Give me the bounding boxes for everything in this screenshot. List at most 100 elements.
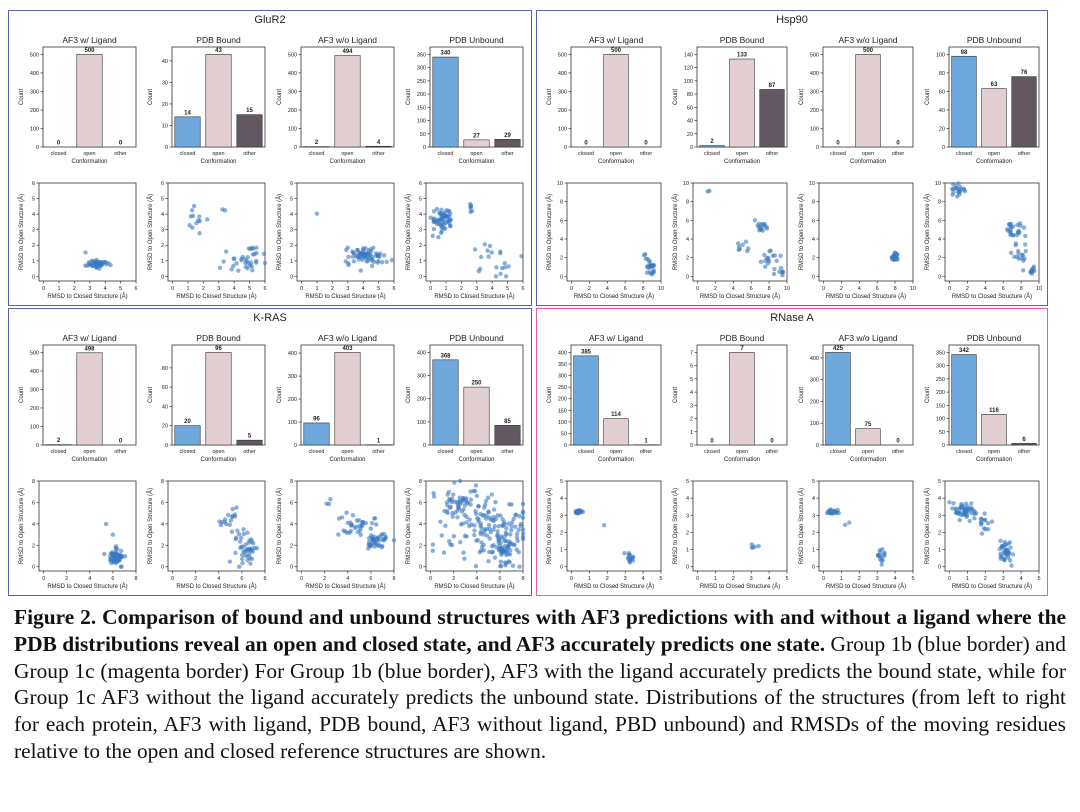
- scatter-point: [982, 511, 987, 516]
- scatter-point: [190, 225, 195, 230]
- scatter-plot: 0 1 2 3 4 5 6 0 1 2 3 4 5 6 RMSD to Closed Structure (…: [405, 181, 525, 300]
- scatter-point: [578, 508, 584, 514]
- y-tick-label: 0: [161, 274, 164, 280]
- scatter-point: [381, 253, 387, 258]
- y-tick-label: 100: [684, 79, 693, 85]
- scatter-point: [875, 553, 881, 558]
- scatter-point: [240, 544, 246, 549]
- bar-value-label: 500: [863, 48, 874, 54]
- x-tick-label: 10: [910, 286, 916, 292]
- scatter-point: [478, 511, 483, 517]
- scatter-point: [492, 523, 497, 529]
- plot-frame: [296, 480, 395, 572]
- scatter-point: [378, 533, 383, 539]
- scatter-point: [516, 527, 521, 533]
- bar-value-label: 114: [611, 412, 621, 418]
- scatter-plot: 0 2 4 6 8 10 0 2 4 6 8 10 RMSD to Closed Structure (…: [924, 181, 1042, 300]
- scatter-point: [486, 254, 491, 259]
- x-tick-label: 4: [984, 286, 987, 292]
- scatter-point: [344, 247, 349, 253]
- y-tick-label: 4: [32, 212, 35, 218]
- scatter-point: [237, 564, 242, 569]
- scatter-point: [982, 517, 987, 523]
- scatter-point: [760, 228, 766, 233]
- scatter-point: [344, 530, 350, 535]
- scatter-point: [1008, 250, 1014, 255]
- bar-title: PDB Bound: [720, 333, 765, 343]
- bar-value-label: 87: [769, 83, 776, 89]
- scatter-point: [248, 547, 253, 552]
- scatter-point: [504, 525, 509, 531]
- scatter-point: [778, 265, 784, 271]
- x-tick-label: 2: [323, 576, 326, 582]
- y-tick-label: 2: [686, 256, 689, 262]
- y-tick-label: 6: [32, 181, 35, 187]
- y-tick-label: 0: [564, 145, 567, 151]
- y-tick-label: 2: [419, 543, 422, 549]
- scatter-point: [248, 561, 253, 566]
- scatter-point: [625, 556, 631, 561]
- plot-frame: [944, 480, 1040, 572]
- y-tick-label: 0: [36, 145, 39, 151]
- scatter-point: [241, 531, 247, 537]
- x-tick-label: open: [470, 449, 482, 455]
- scatter-point: [495, 533, 500, 539]
- x-tick-label: 4: [858, 286, 861, 292]
- bar: [603, 418, 629, 446]
- y-tick-label: 4: [938, 496, 941, 502]
- x-axis-label: RMSD to Closed Structure (Å): [826, 293, 906, 300]
- plot-frame: [38, 182, 137, 282]
- scatter-point: [341, 528, 346, 533]
- y-tick-label: 500: [288, 52, 297, 58]
- scatter-point: [487, 526, 493, 532]
- scatter-point: [391, 537, 397, 543]
- y-tick-label: 300: [417, 374, 426, 380]
- y-tick-label: 100: [810, 421, 819, 427]
- x-tick-label: 1: [840, 576, 843, 582]
- y-tick-label: 0: [942, 443, 945, 449]
- y-tick-label: 6: [290, 500, 293, 506]
- y-tick-label: 4: [812, 237, 815, 243]
- y-tick-label: 2: [560, 530, 563, 536]
- scatter-point: [218, 522, 224, 528]
- bar: [334, 55, 361, 148]
- scatter-point: [352, 525, 358, 531]
- scatter-point: [498, 271, 503, 277]
- bar-title: PDB Unbound: [449, 333, 504, 343]
- scatter-point: [348, 520, 353, 525]
- scatter-points: [889, 250, 900, 263]
- bar: [303, 422, 330, 446]
- scatter-point: [950, 192, 955, 198]
- x-axis-label: Conformation: [458, 159, 494, 165]
- x-tick-label: other: [766, 449, 779, 455]
- scatter-point: [97, 263, 102, 268]
- bar-value-label: 403: [342, 346, 353, 352]
- y-tick-label: 1: [32, 259, 35, 265]
- x-tick-label: 3: [876, 576, 879, 582]
- x-tick-label: 2: [732, 576, 735, 582]
- x-tick-label: other: [114, 151, 127, 157]
- scatter-point: [492, 555, 498, 560]
- scatter-point: [756, 221, 762, 227]
- y-tick-label: 5: [161, 197, 164, 203]
- bar-chart: PDB Bound 0 20 40 60 80 Count 20 closed 96 open 5 ot…: [148, 333, 266, 463]
- scatter-point: [243, 264, 248, 270]
- bar-title: AF3 w/o Ligand: [838, 333, 897, 343]
- scatter-point: [979, 531, 985, 536]
- panel-hsp90: Hsp90 AF3 w/ Ligand 0 100 200 300 400 500 Count…: [536, 10, 1048, 306]
- scatter-point: [520, 527, 526, 532]
- x-tick-label: 4: [88, 576, 91, 582]
- scatter-point: [517, 513, 522, 519]
- x-tick-label: 5: [785, 576, 788, 582]
- scatter-point: [756, 543, 761, 549]
- x-tick-label: 4: [642, 576, 645, 582]
- bar-value-label: 29: [504, 133, 511, 139]
- plot-frame: [167, 182, 266, 282]
- y-tick-label: 150: [417, 105, 426, 111]
- bar-title: PDB Bound: [196, 333, 241, 343]
- y-tick-label: 1: [938, 548, 941, 554]
- scatter-point: [245, 530, 250, 535]
- protein-title: Hsp90: [776, 14, 808, 26]
- scatter-point: [103, 259, 109, 265]
- y-tick-label: 140: [684, 52, 693, 58]
